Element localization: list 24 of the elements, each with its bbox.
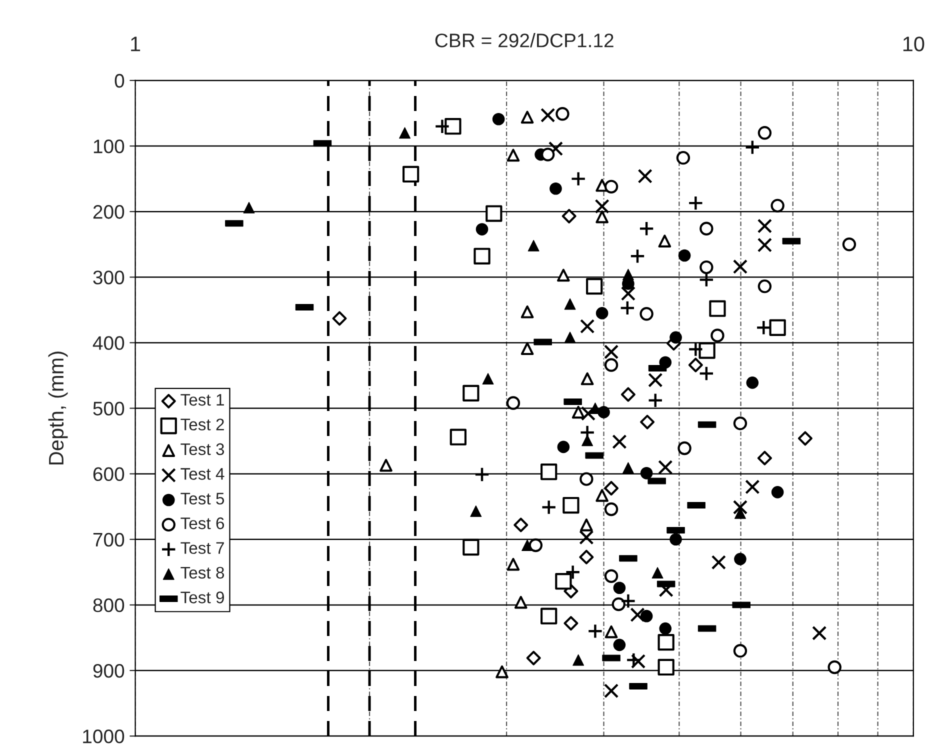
x-tick-label: 10 xyxy=(903,36,924,52)
y-tick-label: 600 xyxy=(93,467,124,482)
y-tick-label: 0 xyxy=(114,74,124,88)
y-tick-label: 900 xyxy=(93,664,124,678)
y-tick-label: 200 xyxy=(93,205,124,219)
legend-label: Test 1 xyxy=(180,394,224,406)
y-tick-label: 1000 xyxy=(83,730,124,744)
legend-label: Test 5 xyxy=(180,492,224,505)
legend-label: Test 7 xyxy=(180,542,224,554)
y-tick-label: 800 xyxy=(93,598,124,612)
y-axis-title: Depth, (mm) xyxy=(48,352,68,464)
legend-label: Test 2 xyxy=(180,418,224,430)
legend-label: Test 9 xyxy=(180,592,224,604)
y-tick-label: 400 xyxy=(92,336,124,350)
x-tick-label: 1 xyxy=(131,36,140,52)
y-tick-label: 300 xyxy=(93,270,124,284)
x-axis-title: CBR = 292/DCP1.12 xyxy=(435,33,614,48)
y-tick-label: 100 xyxy=(94,139,124,154)
y-tick-label: 700 xyxy=(93,532,124,547)
y-tick-label: 500 xyxy=(93,402,124,416)
legend-label: Test 4 xyxy=(180,468,224,480)
legend-label: Test 8 xyxy=(180,566,224,579)
legend-label: Test 3 xyxy=(180,443,224,456)
legend-label: Test 6 xyxy=(180,517,224,530)
